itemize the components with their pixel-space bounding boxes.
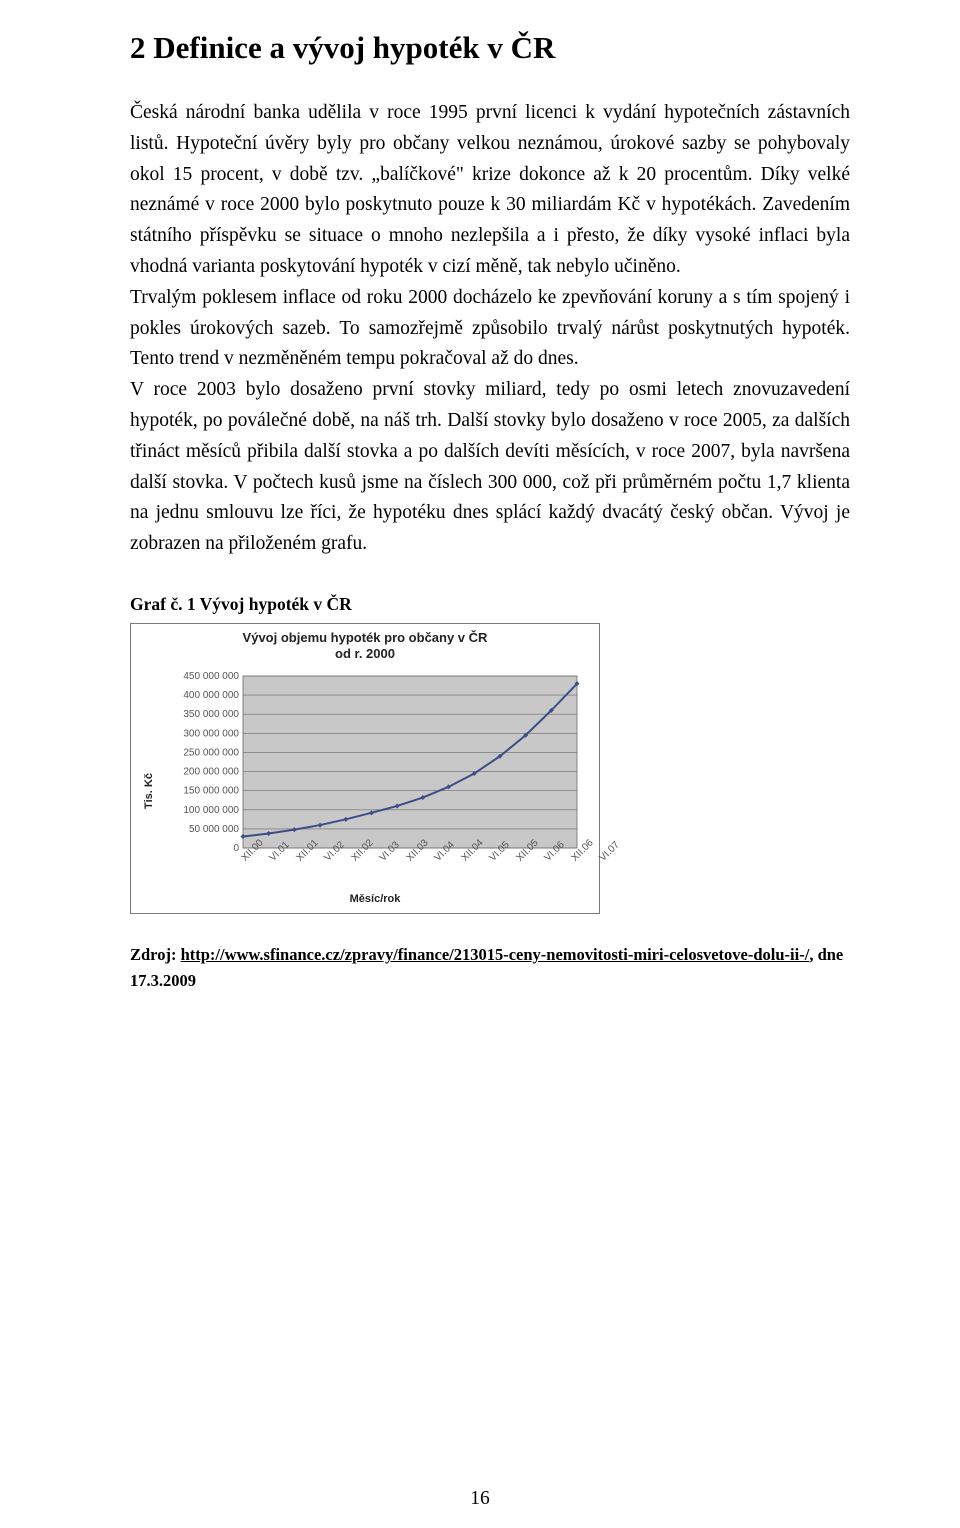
- page-number: 16: [0, 1488, 960, 1510]
- chart-title-line1: Vývoj objemu hypoték pro občany v ČR: [243, 630, 488, 645]
- svg-text:350 000 000: 350 000 000: [183, 710, 239, 721]
- chart-xtick: VI.06: [534, 856, 542, 864]
- chart-xtick: XII.01: [286, 856, 294, 864]
- chart-caption: Graf č. 1 Vývoj hypoték v ČR: [130, 594, 850, 615]
- chart-xticks: XII.00 VI.01 XII.01 VI.02 XII.02 VI.03 XII.03 V…: [161, 856, 589, 867]
- section-heading: 2 Definice a vývoj hypoték v ČR: [130, 30, 850, 66]
- chart-xtick: VI.04: [424, 856, 432, 864]
- chart-xtick: XII.02: [341, 856, 349, 864]
- chart-xlabel: Měsíc/rok: [161, 867, 589, 913]
- svg-text:450 000 000: 450 000 000: [183, 671, 239, 682]
- svg-text:200 000 000: 200 000 000: [183, 767, 239, 778]
- chart-title: Vývoj objemu hypoték pro občany v ČR od …: [131, 624, 599, 665]
- source-prefix: Zdroj:: [130, 945, 181, 964]
- chart-xtick: XII.05: [506, 856, 514, 864]
- source-link[interactable]: http://www.sfinance.cz/zpravy/finance/21…: [181, 945, 810, 964]
- svg-text:400 000 000: 400 000 000: [183, 691, 239, 702]
- svg-text:50 000 000: 50 000 000: [189, 824, 239, 835]
- paragraph-3: V roce 2003 bylo dosaženo první stovky m…: [130, 375, 850, 560]
- chart-xtick: VI.01: [259, 856, 267, 864]
- chart-xtick: XII.00: [231, 856, 239, 864]
- chart-xtick: VI.02: [314, 856, 322, 864]
- paragraph-2: Trvalým poklesem inflace od roku 2000 do…: [130, 283, 850, 375]
- svg-text:100 000 000: 100 000 000: [183, 805, 239, 816]
- chart-xtick: XII.04: [451, 856, 459, 864]
- svg-text:250 000 000: 250 000 000: [183, 748, 239, 759]
- chart-ylabel: Tis. Kč: [137, 668, 161, 913]
- chart-container: Vývoj objemu hypoték pro občany v ČR od …: [130, 623, 600, 915]
- chart-title-line2: od r. 2000: [335, 646, 395, 661]
- chart-xtick: VI.03: [369, 856, 377, 864]
- svg-text:0: 0: [233, 843, 239, 854]
- chart-xtick: XII.06: [561, 856, 569, 864]
- chart-xtick: XII.03: [396, 856, 404, 864]
- chart-xtick: VI.05: [479, 856, 487, 864]
- line-chart: 0 50 000 000 100 000 000 150 000 000 200 000…: [161, 668, 589, 858]
- svg-text:150 000 000: 150 000 000: [183, 786, 239, 797]
- chart-source: Zdroj: http://www.sfinance.cz/zpravy/fin…: [130, 942, 850, 993]
- paragraph-1: Česká národní banka udělila v roce 1995 …: [130, 98, 850, 283]
- svg-text:300 000 000: 300 000 000: [183, 729, 239, 740]
- chart-xtick: VI.07: [589, 856, 597, 864]
